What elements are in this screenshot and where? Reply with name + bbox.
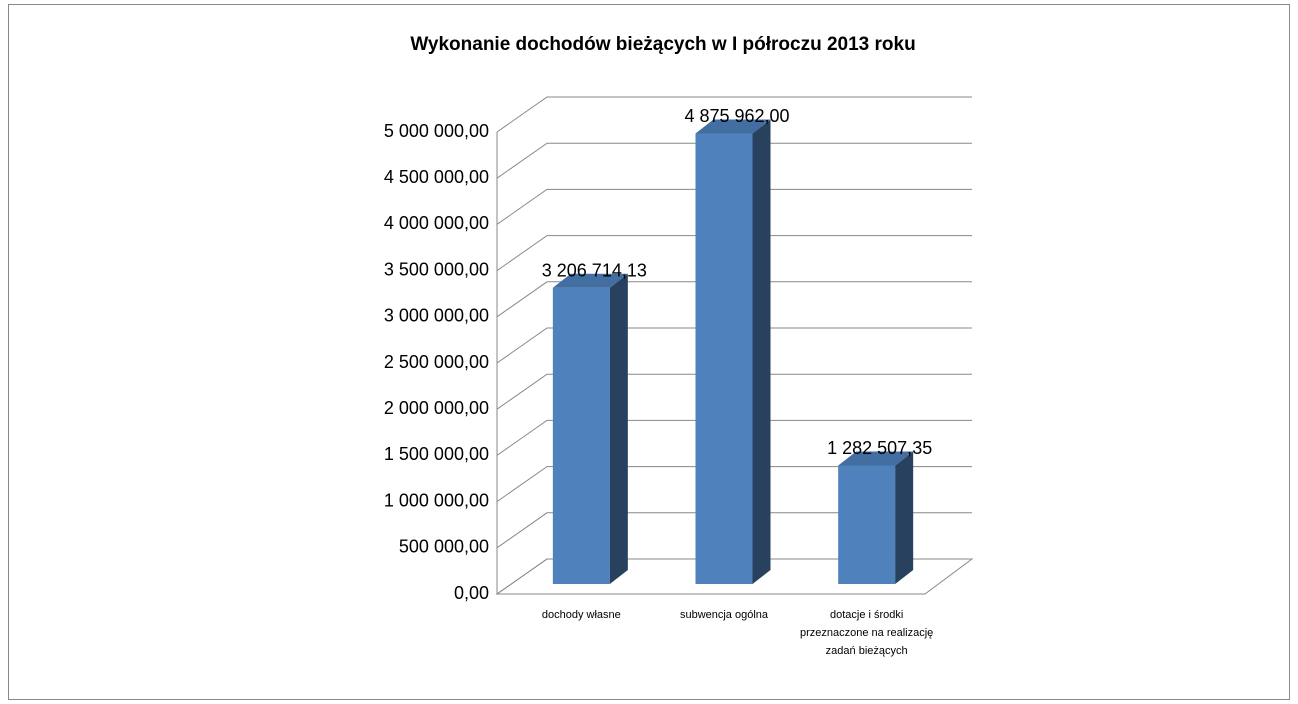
- chart-frame: [8, 4, 1290, 700]
- grid-line: [496, 142, 972, 179]
- grid-line: [496, 512, 972, 549]
- bar-top: [695, 119, 771, 134]
- bar: [552, 287, 610, 584]
- y-tick-label: 0,00: [454, 583, 489, 603]
- bar-side: [752, 119, 771, 584]
- y-tick-label: 2 000 000,00: [384, 398, 489, 418]
- value-label: 3 206 714,13: [542, 260, 647, 280]
- y-tick-label: 3 500 000,00: [384, 259, 489, 279]
- grid-line: [496, 466, 972, 503]
- y-tick-label: 3 000 000,00: [384, 306, 489, 326]
- y-tick-label: 4 000 000,00: [384, 213, 489, 233]
- chart-title: Wykonanie dochodów bieżących w I półrocz…: [410, 34, 915, 55]
- y-tick-label: 1 000 000,00: [384, 490, 489, 510]
- grid-line: [496, 235, 972, 272]
- y-tick-label: 1 500 000,00: [384, 444, 489, 464]
- x-tick-label: dotacje i środki przeznaczone na realiza…: [800, 609, 934, 657]
- bar: [695, 133, 753, 584]
- grid-line: [496, 558, 972, 595]
- grid-line: [496, 419, 972, 456]
- value-label: 4 875 962,00: [684, 106, 789, 126]
- bar-side: [895, 451, 914, 584]
- bar: [838, 465, 896, 584]
- y-tick-label: 5 000 000,00: [384, 121, 489, 141]
- y-tick-label: 2 500 000,00: [384, 352, 489, 372]
- x-tick-label: dochody własne: [541, 609, 621, 621]
- y-tick-label: 4 500 000,00: [384, 167, 489, 187]
- x-tick-label: subwencja ogólna: [679, 609, 769, 621]
- grid-line: [496, 327, 972, 364]
- grid-line: [496, 373, 972, 410]
- bar-top: [552, 273, 628, 288]
- grid-line: [496, 96, 972, 133]
- value-label: 1 282 507,35: [827, 438, 932, 458]
- grid-line: [496, 188, 972, 225]
- grid-line: [496, 281, 972, 318]
- bar-side: [609, 273, 628, 584]
- y-tick-label: 500 000,00: [399, 537, 489, 557]
- bar-top: [838, 451, 914, 466]
